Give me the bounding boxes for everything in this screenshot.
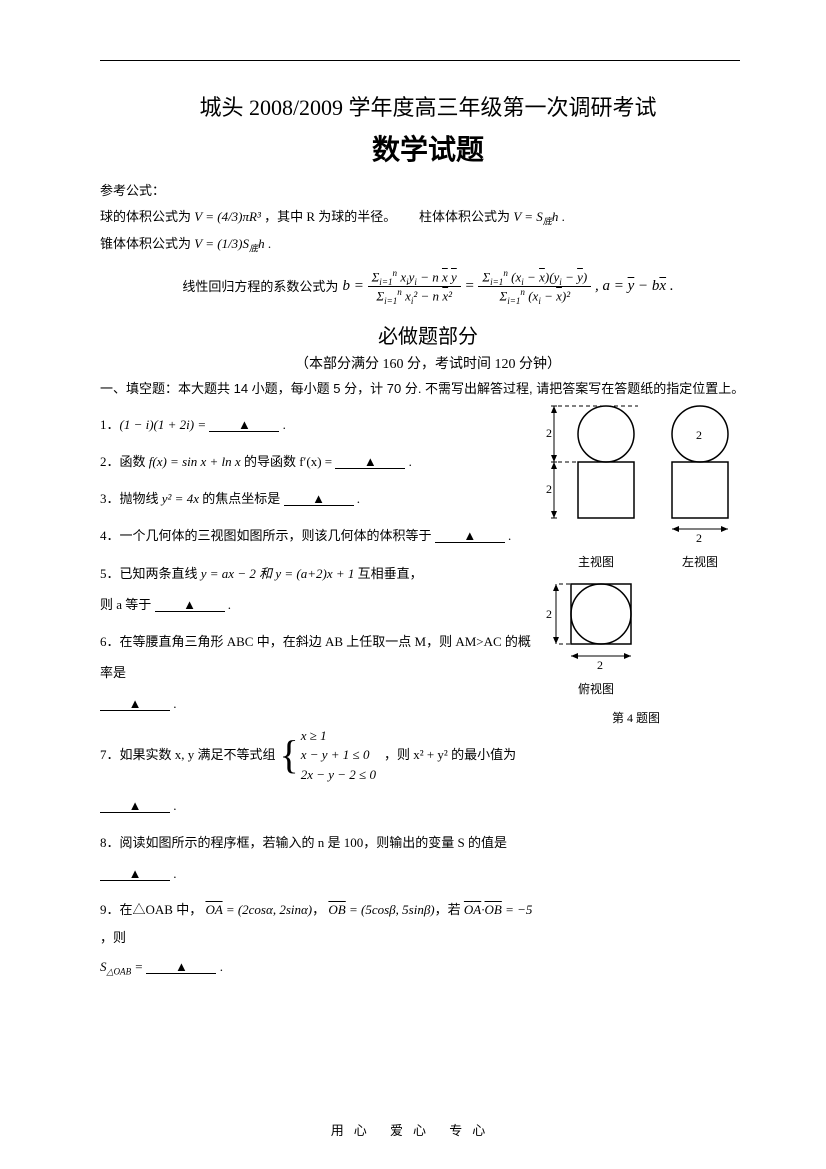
q9: 9．在△OAB 中， OA = (2cosα, 2sinα)， OB = (5c… (100, 896, 542, 982)
sphere-formula: 球的体积公式为 V = (4/3)πR³ ，其中 R 为球的半径。 柱体体积公式… (100, 209, 565, 224)
dim-2: 2 (546, 426, 552, 440)
top-divider (100, 60, 740, 61)
cone-formula: 锥体体积公式为 V = (1/3)S底h . (100, 236, 271, 251)
section-heading: 必做题部分 (100, 320, 756, 349)
section-instruction: 一、填空题：本大题共 14 小题，每小题 5 分，计 70 分. 不需写出解答过… (100, 379, 756, 399)
question-list: 1．(1 − i)(1 + 2i) = . 2．函数 f(x) = sin x … (100, 403, 542, 982)
left-view: 2 2 左视图 (660, 399, 740, 570)
front-view-label: 主视图 (546, 553, 646, 570)
q1: 1．(1 − i)(1 + 2i) = . (100, 409, 542, 440)
figure-views: 2 2 主视图 (546, 399, 756, 726)
q2: 2．函数 f(x) = sin x + ln x 的导函数 f′(x) = . (100, 446, 542, 477)
page-footer: 用心 爱心 专心 (0, 1120, 826, 1139)
q4: 4．一个几何体的三视图如图所示，则该几何体的体积等于 . (100, 520, 542, 551)
ref-label: 参考公式： (100, 183, 165, 198)
front-view: 2 2 主视图 (546, 399, 646, 570)
q5: 5．已知两条直线 y = ax − 2 和 y = (a+2)x + 1 互相垂… (100, 558, 542, 620)
exam-title-line2: 数学试题 (100, 128, 756, 168)
regression-formula: 线性回归方程的系数公式为 b = Σi=1n xiyi − n x y Σi=1… (100, 268, 756, 307)
top-view-label: 俯视图 (546, 680, 646, 697)
svg-text:2: 2 (546, 607, 552, 621)
svg-text:2: 2 (696, 428, 702, 442)
svg-text:2: 2 (597, 658, 603, 672)
svg-text:2: 2 (546, 482, 552, 496)
left-view-label: 左视图 (660, 553, 740, 570)
svg-text:2: 2 (696, 531, 702, 545)
q8: 8．阅读如图所示的程序框，若输入的 n 是 100，则输出的变量 S 的值是 . (100, 827, 542, 889)
exam-title-line1: 城头 2008/2009 学年度高三年级第一次调研考试 (100, 90, 756, 122)
top-view: 2 2 俯视图 (546, 576, 756, 697)
page: 城头 2008/2009 学年度高三年级第一次调研考试 数学试题 参考公式： 球… (0, 0, 826, 1169)
q7: 7．如果实数 x, y 满足不等式组 { x ≥ 1 x − y + 1 ≤ 0… (100, 726, 542, 785)
figure-caption: 第 4 题图 (546, 709, 726, 726)
q6: 6．在等腰直角三角形 ABC 中，在斜边 AB 上任取一点 M，则 AM>AC … (100, 626, 542, 720)
reference-formulas: 参考公式： 球的体积公式为 V = (4/3)πR³ ，其中 R 为球的半径。 … (100, 178, 756, 258)
q3: 3．抛物线 y² = 4x 的焦点坐标是 . (100, 483, 542, 514)
section-subheading: （本部分满分 160 分，考试时间 120 分钟） (100, 353, 756, 373)
